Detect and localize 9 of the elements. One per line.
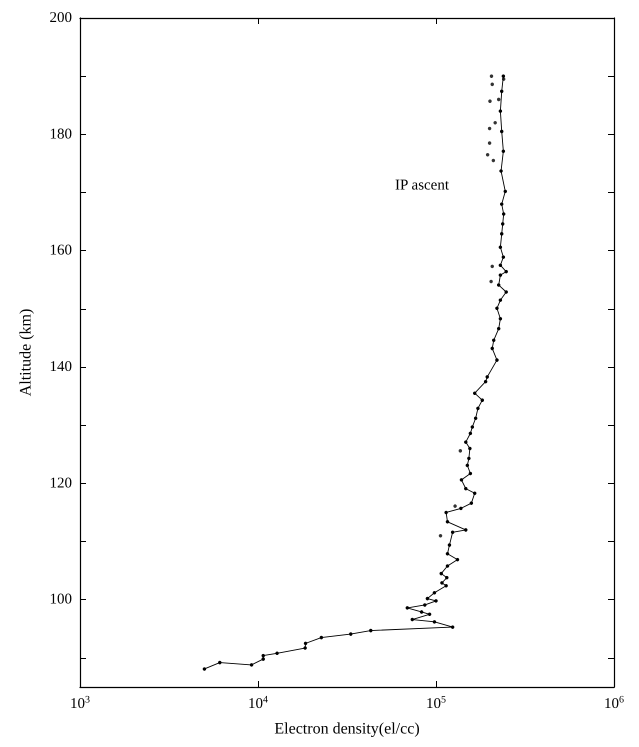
y-tick-label: 200 xyxy=(50,10,72,26)
y-axis-title: Altitude (km) xyxy=(18,308,34,396)
y-tick-label: 180 xyxy=(50,126,72,142)
y-tick-label: 140 xyxy=(50,359,72,376)
y-tick-label: 120 xyxy=(50,475,72,492)
annotation: IP ascent xyxy=(395,178,450,194)
y-tick-label: 160 xyxy=(50,242,72,259)
y-tick-label: 100 xyxy=(50,592,72,608)
x-axis-title: Electron density(el/cc) xyxy=(274,720,420,738)
